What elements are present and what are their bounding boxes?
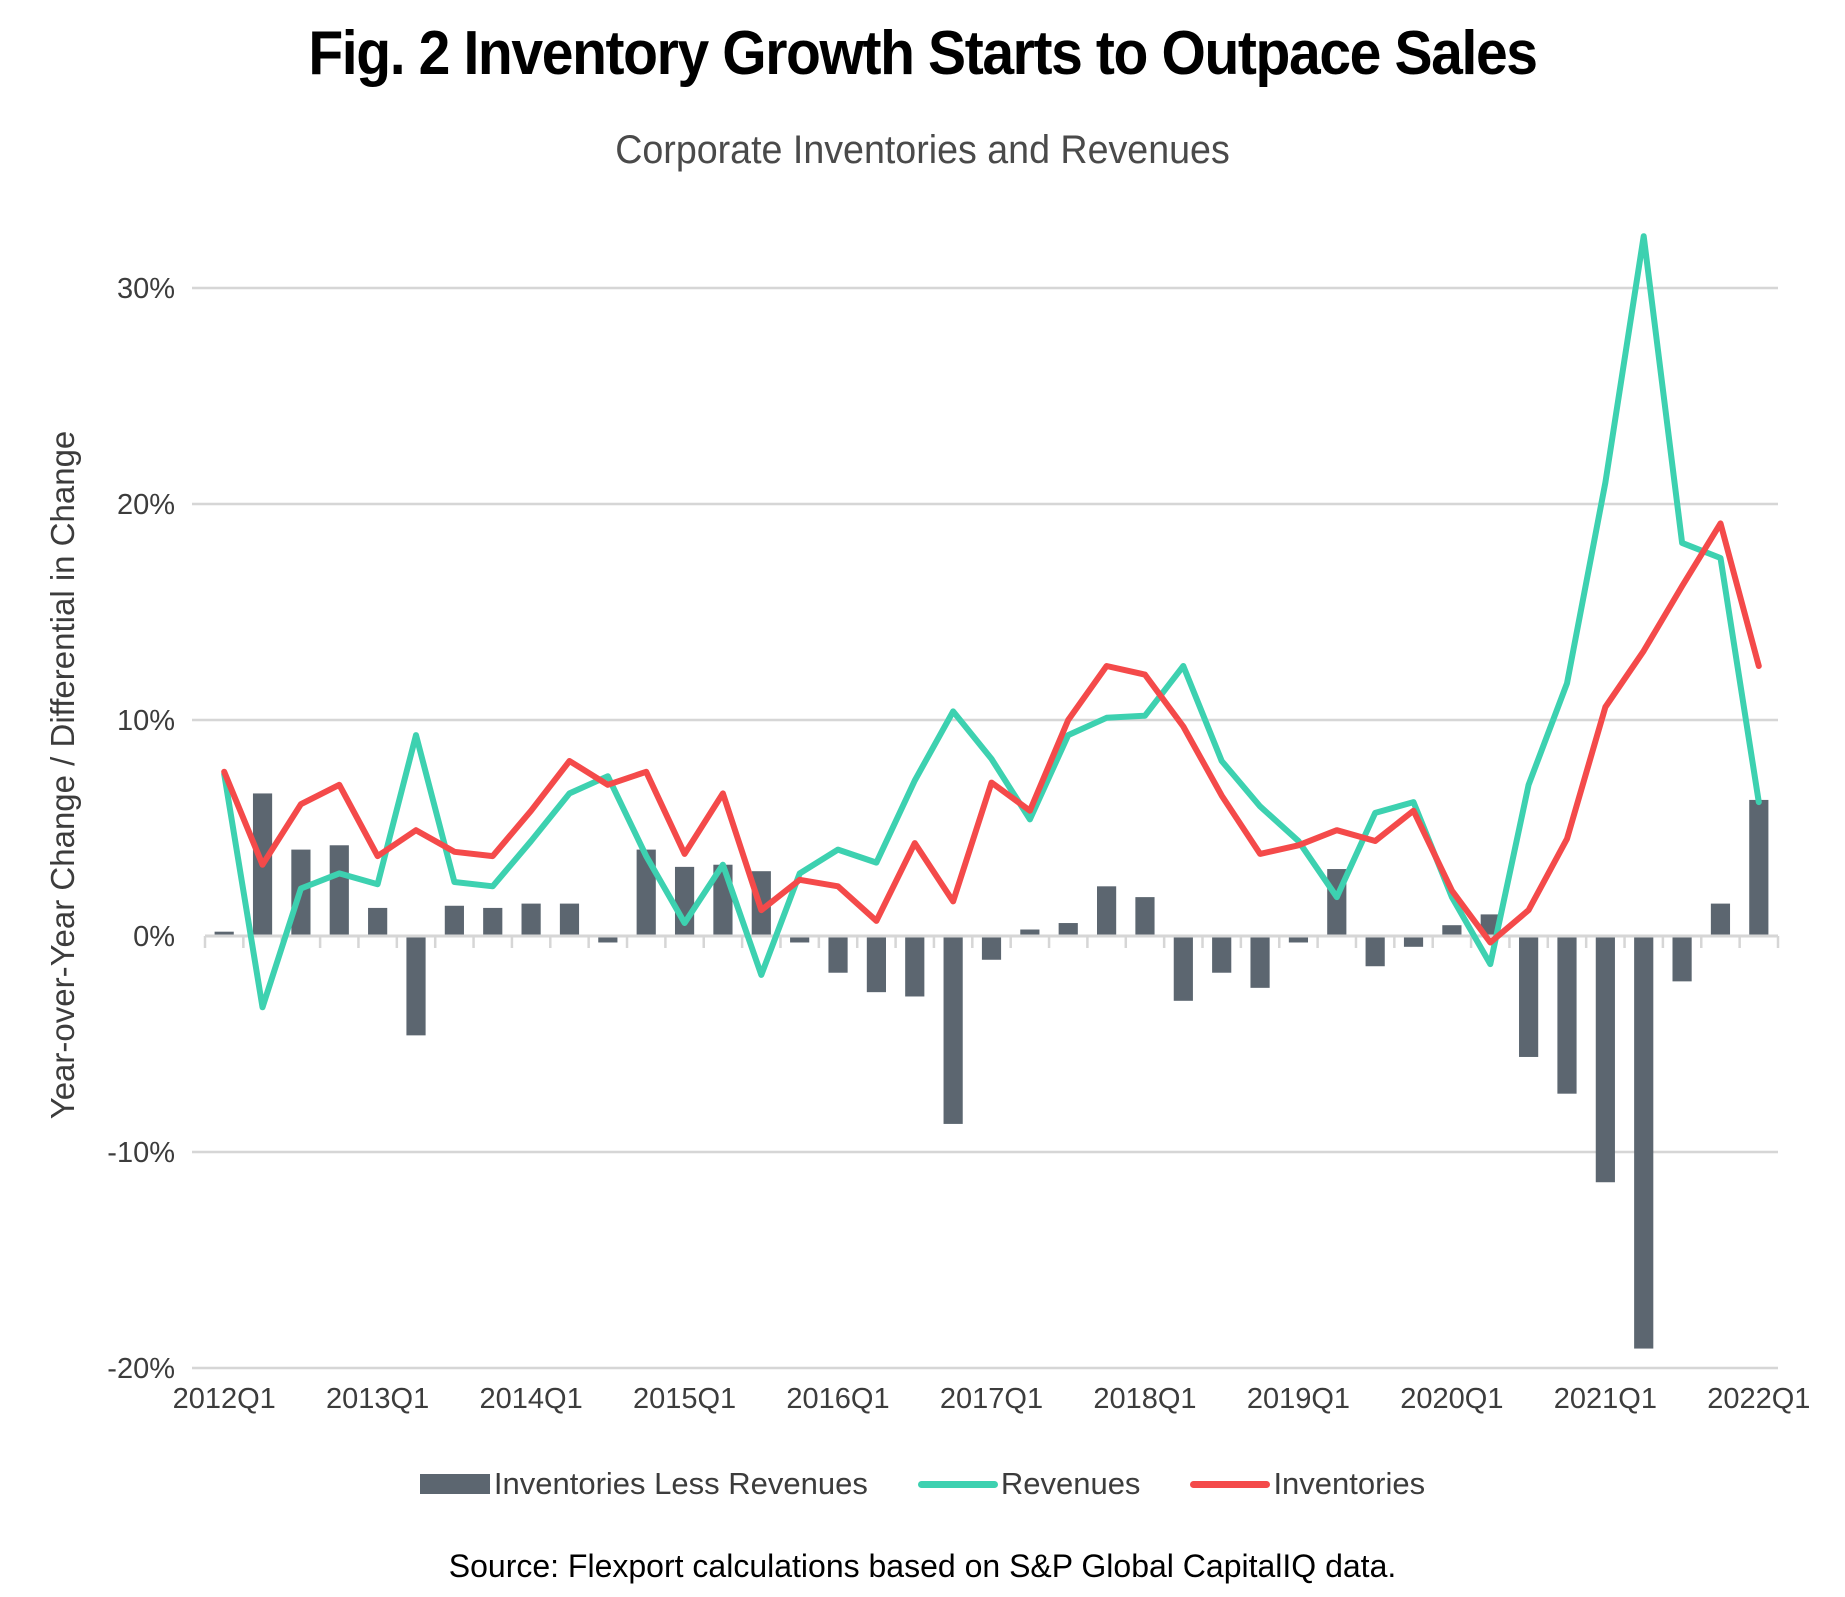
bar	[1519, 936, 1539, 1057]
legend-label: Revenues	[1000, 1466, 1141, 1501]
x-tick-label: 2017Q1	[940, 1383, 1043, 1415]
bar	[1173, 936, 1193, 1001]
x-tick-label: 2022Q1	[1707, 1383, 1810, 1415]
x-tick-label: 2014Q1	[480, 1383, 583, 1415]
bar	[1020, 929, 1040, 936]
bar	[1058, 923, 1078, 936]
bar	[1749, 799, 1769, 936]
bar	[368, 907, 388, 936]
bar	[1672, 936, 1692, 982]
legend-label: Inventories	[1273, 1466, 1426, 1501]
line-inventories	[221, 520, 1762, 946]
x-axis	[203, 934, 1780, 948]
bar	[1135, 897, 1155, 936]
bar	[828, 936, 848, 973]
bar	[1595, 936, 1615, 1183]
x-tick-label: 2016Q1	[786, 1383, 889, 1415]
legend-label: Inventories Less Revenues	[493, 1466, 868, 1501]
y-tick-label: 0%	[133, 921, 175, 953]
y-tick-label: -20%	[107, 1353, 175, 1385]
bar	[1365, 936, 1385, 967]
x-tick-label: 2015Q1	[633, 1383, 736, 1415]
bar	[1710, 903, 1731, 936]
bar	[866, 936, 886, 993]
bar	[905, 936, 925, 997]
bar	[521, 903, 541, 936]
bar-series-inventories-less-revenues	[214, 793, 1769, 1349]
y-tick-label: 30%	[117, 273, 175, 305]
line-series	[221, 233, 1762, 1011]
legend-item-inventories: Inventories	[1190, 1466, 1425, 1502]
bar	[1097, 886, 1117, 936]
legend-swatch-bar	[419, 1474, 490, 1494]
chart-subtitle: Corporate Inventories and Revenues	[615, 128, 1230, 172]
x-tick-label: 2013Q1	[326, 1383, 429, 1415]
bar	[1288, 936, 1309, 943]
bar	[406, 936, 426, 1036]
bar	[1442, 925, 1462, 936]
bar	[214, 931, 234, 936]
chart-title: Fig. 2 Inventory Growth Starts to Outpac…	[308, 19, 1538, 88]
bar	[483, 907, 503, 936]
bar	[1634, 936, 1654, 1349]
x-tick-label: 2021Q1	[1554, 1383, 1657, 1415]
legend: Inventories Less Revenues Revenues Inven…	[0, 1466, 1845, 1502]
bar	[1557, 936, 1577, 1094]
y-tick-labels: 30% 20% 10% 0% -10% -20%	[107, 273, 175, 1385]
y-tick-label: 10%	[117, 705, 175, 737]
y-tick-label: -10%	[107, 1137, 175, 1169]
line-revenues	[221, 233, 1762, 1011]
bar	[559, 903, 580, 936]
bar	[636, 849, 656, 936]
y-tick-label: 20%	[117, 489, 175, 521]
bar	[598, 936, 618, 943]
bar	[1212, 936, 1232, 973]
legend-swatch-line	[1190, 1480, 1271, 1488]
x-tick-label: 2012Q1	[173, 1383, 276, 1415]
x-tick-label: 2018Q1	[1093, 1383, 1196, 1415]
legend-item-inventories-less-revenues: Inventories Less Revenues	[419, 1466, 868, 1502]
gridlines	[192, 286, 1778, 1370]
bar	[444, 905, 464, 936]
legend-item-revenues: Revenues	[917, 1466, 1141, 1502]
legend-swatch-line	[917, 1480, 998, 1488]
bar	[1403, 936, 1424, 947]
x-tick-label: 2020Q1	[1400, 1383, 1503, 1415]
bar	[943, 936, 963, 1124]
bar	[981, 936, 1002, 960]
bar	[790, 936, 810, 943]
bar	[329, 845, 349, 936]
bar	[1250, 936, 1270, 988]
x-tick-label: 2019Q1	[1247, 1383, 1350, 1415]
source-note: Source: Flexport calculations based on S…	[448, 1548, 1397, 1584]
x-tick-labels: 2012Q1 2013Q1 2014Q1 2015Q1 2016Q1 2017Q1 2018…	[173, 1383, 1811, 1415]
